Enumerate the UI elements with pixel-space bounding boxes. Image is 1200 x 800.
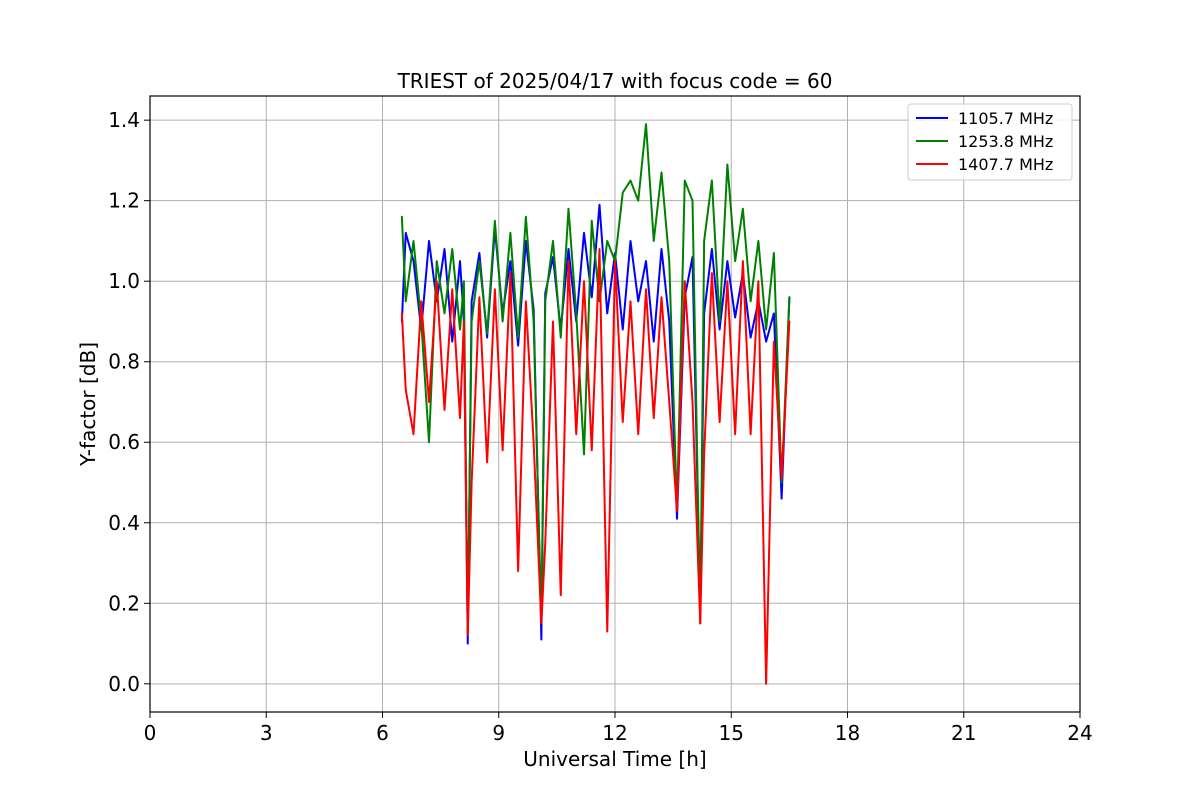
series-line-2 <box>400 247 791 685</box>
x-tick-label-2: 6 <box>376 721 389 745</box>
legend-label-1: 1253.8 MHz <box>958 132 1053 151</box>
y-tick-label-2: 0.4 <box>108 511 140 535</box>
x-tick-label-3: 9 <box>492 721 505 745</box>
y-tick-label-7: 1.4 <box>108 108 140 132</box>
x-tick-label-4: 12 <box>602 721 627 745</box>
x-tick-label-1: 3 <box>260 721 273 745</box>
x-tick-label-0: 0 <box>144 721 157 745</box>
legend-label-0: 1105.7 MHz <box>958 109 1053 128</box>
x-tick-label-7: 21 <box>951 721 976 745</box>
axes-layer: 0 3 6 9 12 15 18 21 24 0.0 0.2 0.4 0.6 0.8 1.0 1.2 1.4 <box>108 95 1093 745</box>
y-tick-label-4: 0.8 <box>108 350 140 374</box>
y-tick-label-3: 0.6 <box>108 430 140 454</box>
x-tick-label-5: 15 <box>719 721 744 745</box>
y-tick-label-5: 1.0 <box>108 269 140 293</box>
legend-label-2: 1407.7 MHz <box>958 155 1053 174</box>
y-tick-label-0: 0.0 <box>108 672 140 696</box>
y-axis-label: Y-factor [dB] <box>76 342 100 467</box>
series-layer <box>400 123 791 685</box>
y-tick-label-1: 0.2 <box>108 591 140 615</box>
legend-layer: 1105.7 MHz 1253.8 MHz 1407.7 MHz <box>907 103 1073 181</box>
series-line-1 <box>400 123 791 633</box>
y-tick-label-6: 1.2 <box>108 189 140 213</box>
x-tick-label-8: 24 <box>1067 721 1092 745</box>
grid-layer <box>149 96 1081 712</box>
chart-title: TRIEST of 2025/04/17 with focus code = 6… <box>397 69 833 93</box>
x-axis-label: Universal Time [h] <box>523 747 706 771</box>
legend-box <box>907 103 1073 181</box>
x-tick-label-6: 18 <box>835 721 860 745</box>
